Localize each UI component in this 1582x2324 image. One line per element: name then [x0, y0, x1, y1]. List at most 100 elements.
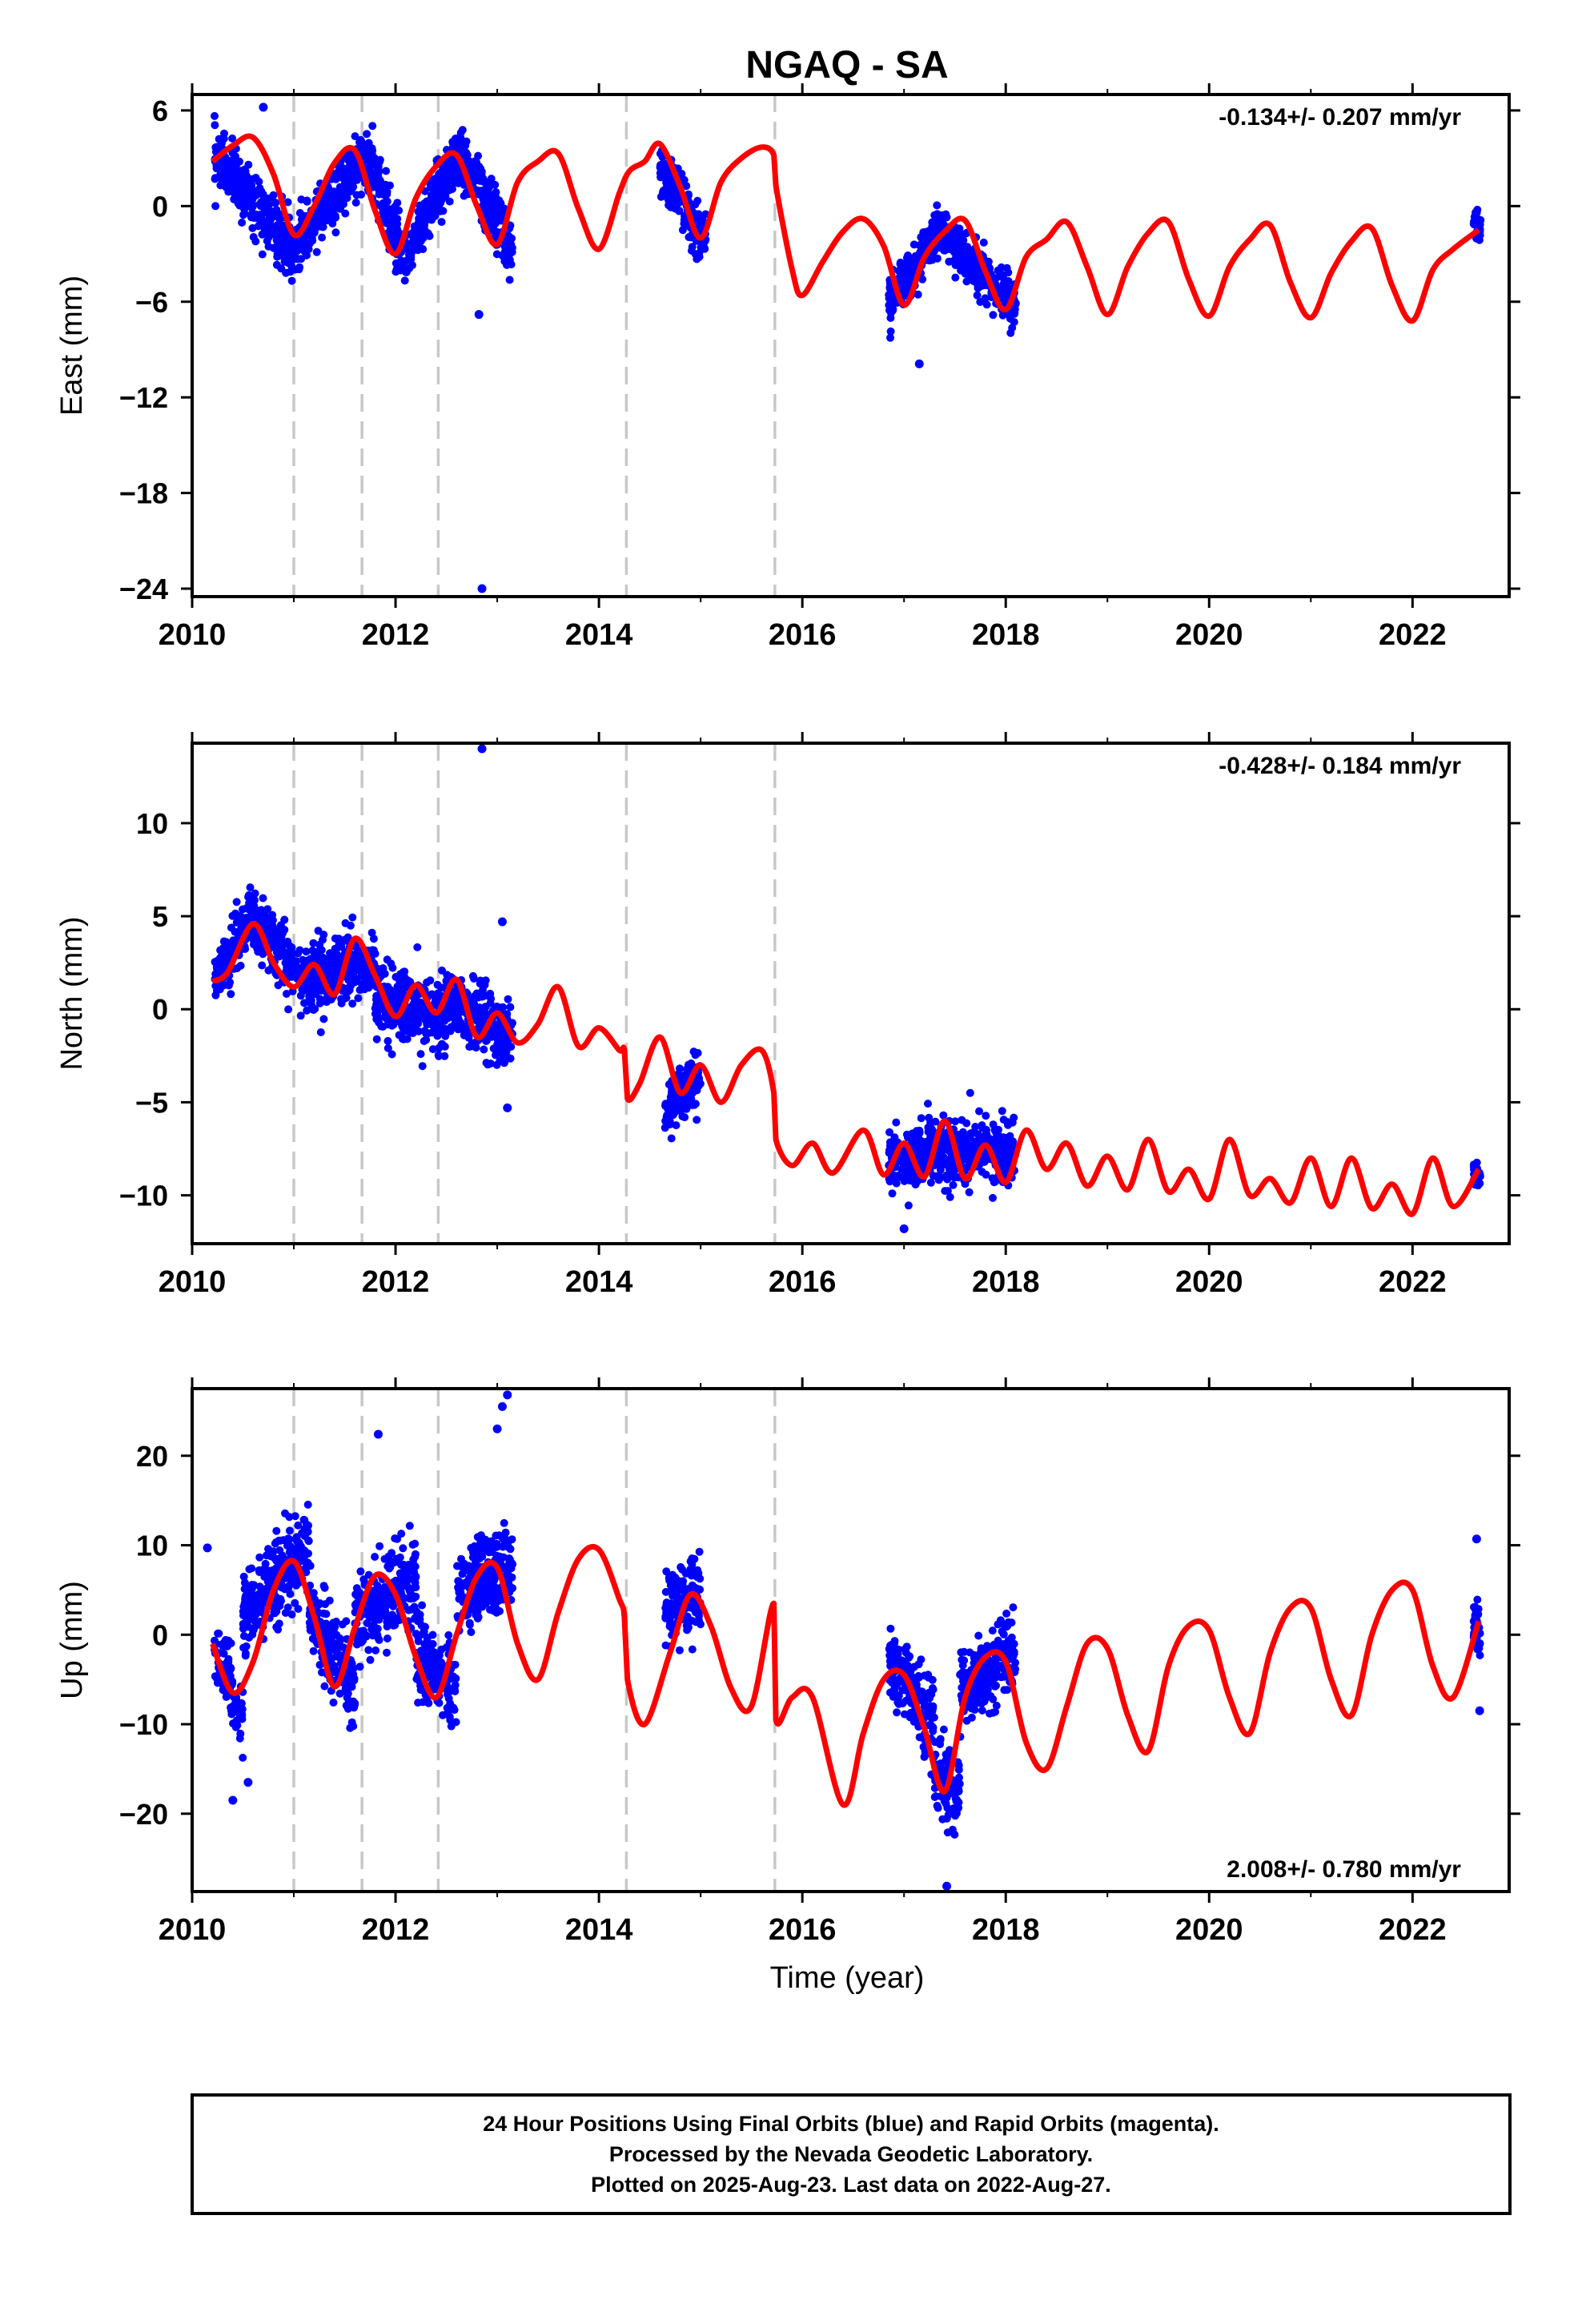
data-point	[445, 197, 454, 206]
data-point	[668, 1087, 677, 1096]
data-point	[505, 275, 514, 284]
data-point	[464, 1033, 473, 1042]
data-point	[229, 940, 238, 949]
data-point	[982, 300, 991, 309]
data-point	[1472, 208, 1481, 217]
data-point	[261, 1559, 270, 1568]
data-point	[369, 935, 378, 943]
data-point	[347, 1670, 356, 1679]
data-point	[284, 1005, 293, 1014]
outlier-point	[899, 1224, 909, 1233]
data-point	[998, 1107, 1006, 1116]
data-point	[275, 224, 283, 233]
data-point	[507, 240, 516, 249]
data-point	[311, 951, 319, 959]
data-point	[325, 1596, 334, 1605]
data-point	[972, 278, 980, 287]
data-point	[255, 184, 264, 192]
data-point	[689, 1047, 698, 1056]
data-point	[437, 218, 446, 227]
data-point	[328, 201, 337, 210]
data-point	[386, 181, 394, 190]
data-point	[227, 1639, 235, 1647]
y-tick-label: −6	[135, 286, 168, 319]
data-point	[690, 1100, 699, 1109]
data-point	[375, 1615, 383, 1624]
data-points	[211, 103, 1485, 593]
data-point	[1008, 324, 1017, 332]
x-tick-label: 2010	[159, 618, 227, 652]
data-point	[248, 203, 257, 211]
data-point	[335, 943, 343, 951]
data-point	[984, 257, 993, 266]
data-point	[270, 929, 279, 938]
data-point	[285, 1548, 294, 1557]
data-point	[381, 198, 390, 207]
data-point	[378, 188, 387, 197]
data-point	[400, 276, 409, 285]
data-point	[258, 961, 267, 970]
data-point	[687, 1095, 696, 1104]
data-point	[382, 167, 391, 175]
data-point	[420, 1037, 428, 1045]
data-point	[979, 238, 988, 247]
data-point	[379, 1592, 388, 1601]
data-point	[214, 1629, 223, 1638]
data-point	[296, 1011, 305, 1020]
data-point	[356, 1627, 365, 1635]
data-point	[293, 241, 302, 250]
data-point	[415, 214, 424, 223]
data-point	[221, 944, 230, 953]
data-point	[271, 199, 279, 207]
data-point	[348, 999, 357, 1008]
data-point	[392, 230, 401, 239]
data-point	[343, 933, 352, 942]
data-point	[352, 966, 361, 975]
data-point	[904, 1201, 913, 1210]
data-point	[367, 928, 376, 937]
data-point	[978, 1136, 986, 1144]
data-point	[353, 946, 362, 955]
data-point	[391, 207, 400, 216]
x-tick-label: 2014	[565, 618, 633, 652]
data-point	[264, 925, 272, 934]
data-point	[241, 1593, 250, 1602]
data-point	[220, 129, 228, 138]
data-point	[656, 192, 665, 201]
data-point	[229, 160, 238, 169]
data-point	[888, 1189, 897, 1198]
data-point	[217, 137, 226, 146]
data-point	[290, 961, 299, 970]
data-point	[946, 245, 955, 254]
data-point	[504, 995, 512, 1003]
data-point	[998, 272, 1006, 281]
data-point	[453, 1000, 462, 1009]
data-point	[500, 247, 509, 255]
y-tick-label: −18	[119, 477, 168, 510]
data-point	[387, 1050, 396, 1059]
data-point	[970, 1141, 979, 1150]
data-point	[259, 195, 268, 204]
data-point	[300, 1525, 309, 1534]
data-point	[319, 1015, 328, 1023]
data-point	[262, 1584, 271, 1593]
data-point	[375, 1542, 384, 1550]
data-point	[301, 239, 310, 247]
data-point	[243, 1608, 252, 1617]
data-point	[285, 1535, 294, 1543]
data-point	[326, 1638, 335, 1647]
data-point	[399, 1544, 408, 1553]
data-point	[960, 1136, 969, 1144]
data-point	[274, 1625, 283, 1634]
x-tick-label: 2016	[769, 618, 837, 652]
data-point	[211, 202, 220, 211]
data-point	[375, 1606, 384, 1614]
data-point	[933, 201, 942, 210]
data-point	[349, 183, 358, 191]
data-point	[493, 1029, 502, 1038]
data-point	[471, 1003, 480, 1011]
data-point	[371, 175, 379, 184]
data-point	[496, 1057, 504, 1065]
data-point	[329, 1626, 338, 1634]
data-point	[422, 1029, 431, 1038]
